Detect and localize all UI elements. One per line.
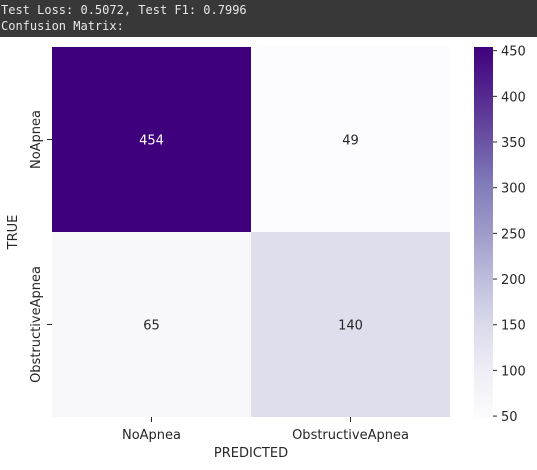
heatmap-cell-0-1 — [251, 47, 450, 232]
x-tick-label-0: NoApnea — [122, 428, 181, 443]
colorbar-tick-label-7: 400 — [501, 90, 526, 105]
cell-value-1-0: 65 — [143, 319, 160, 334]
test-metrics-line: Test Loss: 0.5072, Test F1: 0.7996 — [1, 3, 247, 17]
colorbar: 50 100 150 200 250 300 350 400 450 — [474, 45, 526, 425]
colorbar-tick-label-4: 250 — [501, 227, 526, 242]
y-tick-label-0: NoApnea — [29, 110, 44, 169]
colorbar-tick-label-0: 50 — [501, 410, 518, 425]
heatmap-cell-labels: 454 49 65 140 — [139, 134, 363, 334]
x-tick-label-1: ObstructiveApnea — [292, 428, 409, 443]
cell-value-0-0: 454 — [139, 134, 164, 149]
cell-value-0-1: 49 — [342, 134, 359, 149]
x-axis-label: PREDICTED — [214, 446, 288, 461]
heatmap-cell-1-1 — [251, 232, 450, 417]
colorbar-tick-label-8: 450 — [501, 45, 526, 60]
heatmap-cells — [52, 47, 450, 417]
y-tick-label-1: ObstructiveApnea — [29, 266, 44, 383]
confusion-matrix-caption: Confusion Matrix: — [1, 19, 124, 33]
colorbar-tick-label-5: 300 — [501, 182, 526, 197]
output-console: Test Loss: 0.5072, Test F1: 0.7996 Confu… — [0, 0, 537, 37]
colorbar-gradient — [474, 47, 493, 417]
cell-value-1-1: 140 — [338, 319, 363, 334]
heatmap-cell-1-0 — [52, 232, 251, 417]
colorbar-tick-label-1: 100 — [501, 364, 526, 379]
colorbar-tick-label-3: 200 — [501, 273, 526, 288]
heatmap-axes: NoApnea ObstructiveApnea NoApnea Obstructiv… — [6, 110, 409, 461]
colorbar-tick-label-6: 350 — [501, 136, 526, 151]
y-axis-label: TRUE — [6, 215, 21, 251]
colorbar-tick-label-2: 150 — [501, 319, 526, 334]
heatmap-cell-0-0 — [52, 47, 251, 232]
